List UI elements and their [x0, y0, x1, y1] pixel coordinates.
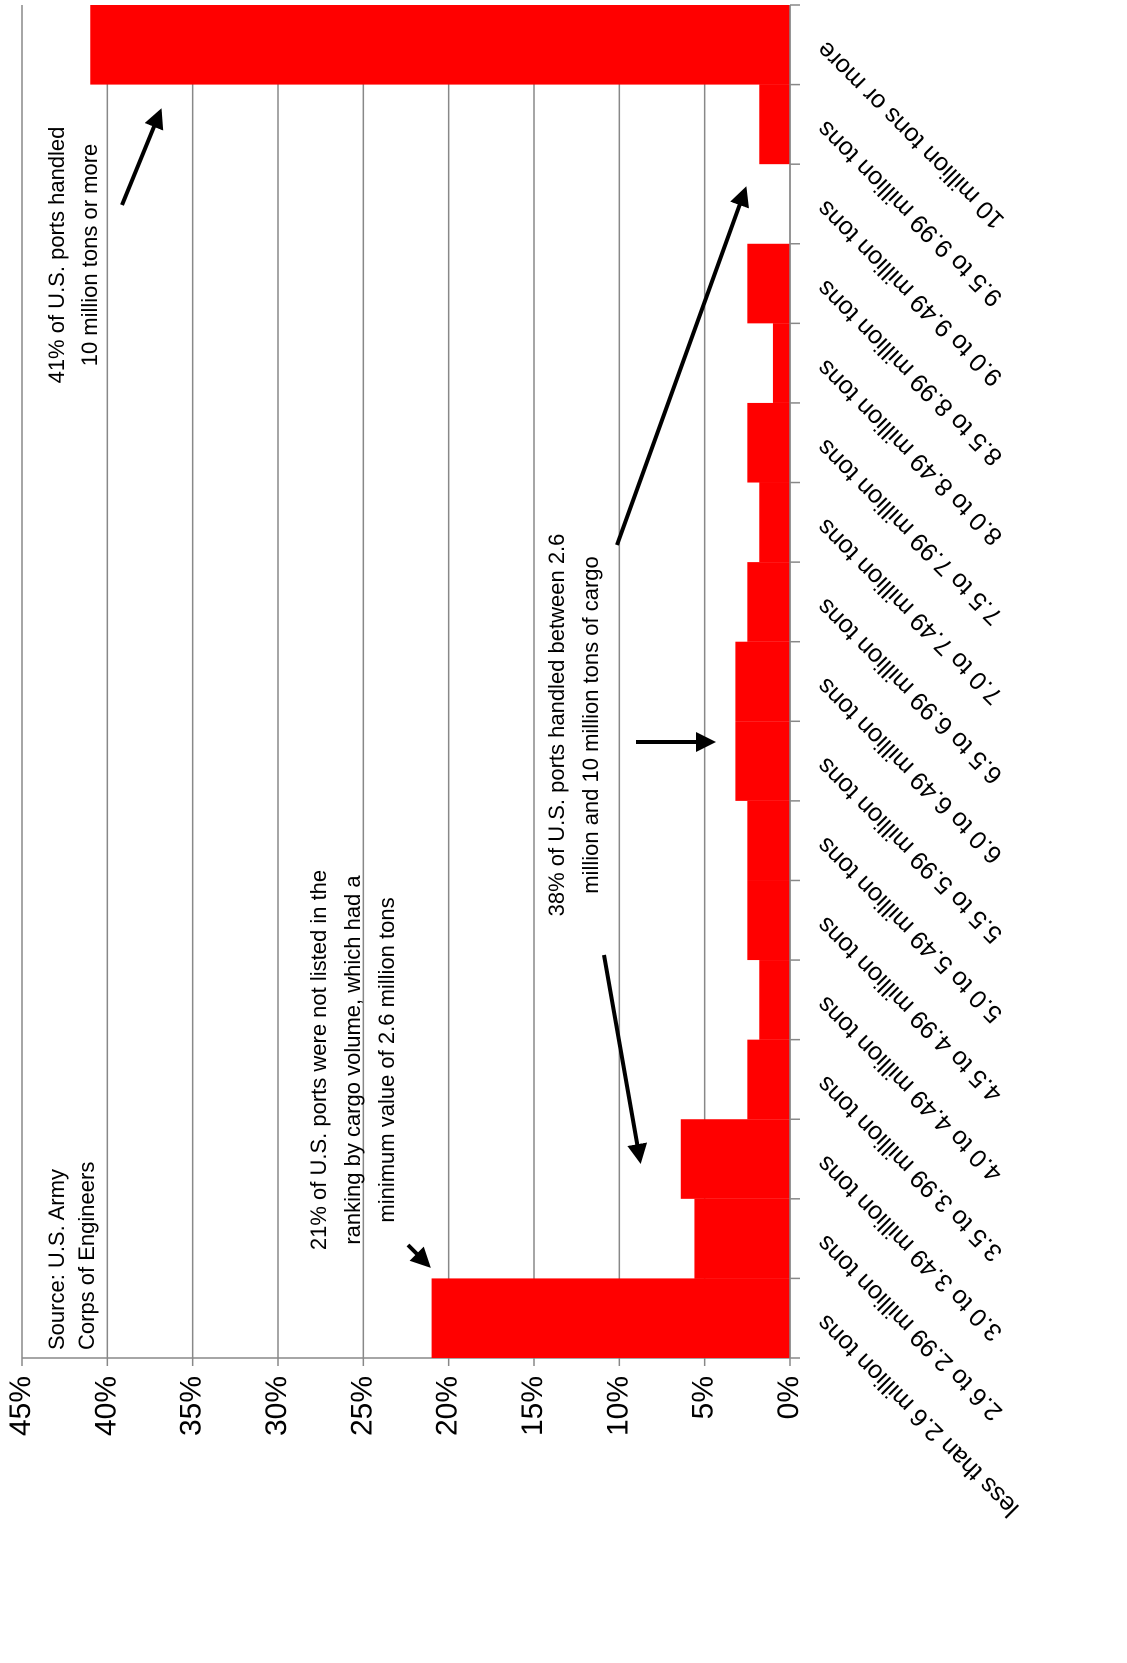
- arrow: [602, 954, 648, 1164]
- y-tick-label: 45%: [4, 1376, 37, 1436]
- annotation: Corps of Engineers: [74, 1162, 99, 1350]
- annotation: 10 million tons or more: [77, 144, 102, 367]
- annotation: ranking by cargo volume, which had a: [340, 875, 365, 1245]
- annotation: Source: U.S. Army: [44, 1169, 69, 1350]
- bar: [747, 562, 790, 642]
- annotation: 21% of U.S. ports were not listed in the: [306, 870, 331, 1250]
- bar: [680, 1119, 790, 1199]
- annotation: million and 10 million tons of cargo: [578, 556, 603, 894]
- rotated-plot: 0%5%10%15%20%25%30%35%40%45% less than 2.…: [4, 4, 1024, 1523]
- annotation: 38% of U.S. ports handled between 2.6: [544, 534, 569, 917]
- y-tick-label: 35%: [175, 1376, 208, 1436]
- y-tick-label: 25%: [345, 1376, 378, 1436]
- y-tick-label: 40%: [89, 1376, 122, 1436]
- bar: [747, 243, 790, 324]
- arrow: [120, 108, 164, 206]
- bar: [90, 5, 791, 85]
- annotation: 41% of U.S. ports handled: [44, 127, 69, 384]
- arrow: [406, 1243, 431, 1268]
- y-tick-label: 10%: [601, 1376, 634, 1436]
- y-tick-label: 15%: [516, 1376, 549, 1436]
- bar: [759, 482, 791, 563]
- y-tick-label: 0%: [772, 1376, 805, 1419]
- bar: [735, 641, 790, 722]
- bar: [431, 1278, 790, 1358]
- bar: [747, 880, 790, 961]
- bar: [759, 84, 791, 165]
- bar: [747, 1039, 790, 1120]
- y-tick-label: 5%: [687, 1376, 720, 1419]
- arrow: [615, 186, 749, 546]
- bar: [735, 721, 790, 801]
- annotation: minimum value of 2.6 million tons: [374, 897, 399, 1222]
- bar: [747, 800, 790, 881]
- y-tick-label: 20%: [431, 1376, 464, 1436]
- y-tick-label: 30%: [260, 1376, 293, 1436]
- bar: [759, 960, 791, 1040]
- bar: [772, 323, 791, 403]
- bar: [747, 402, 790, 483]
- bar: [694, 1198, 791, 1279]
